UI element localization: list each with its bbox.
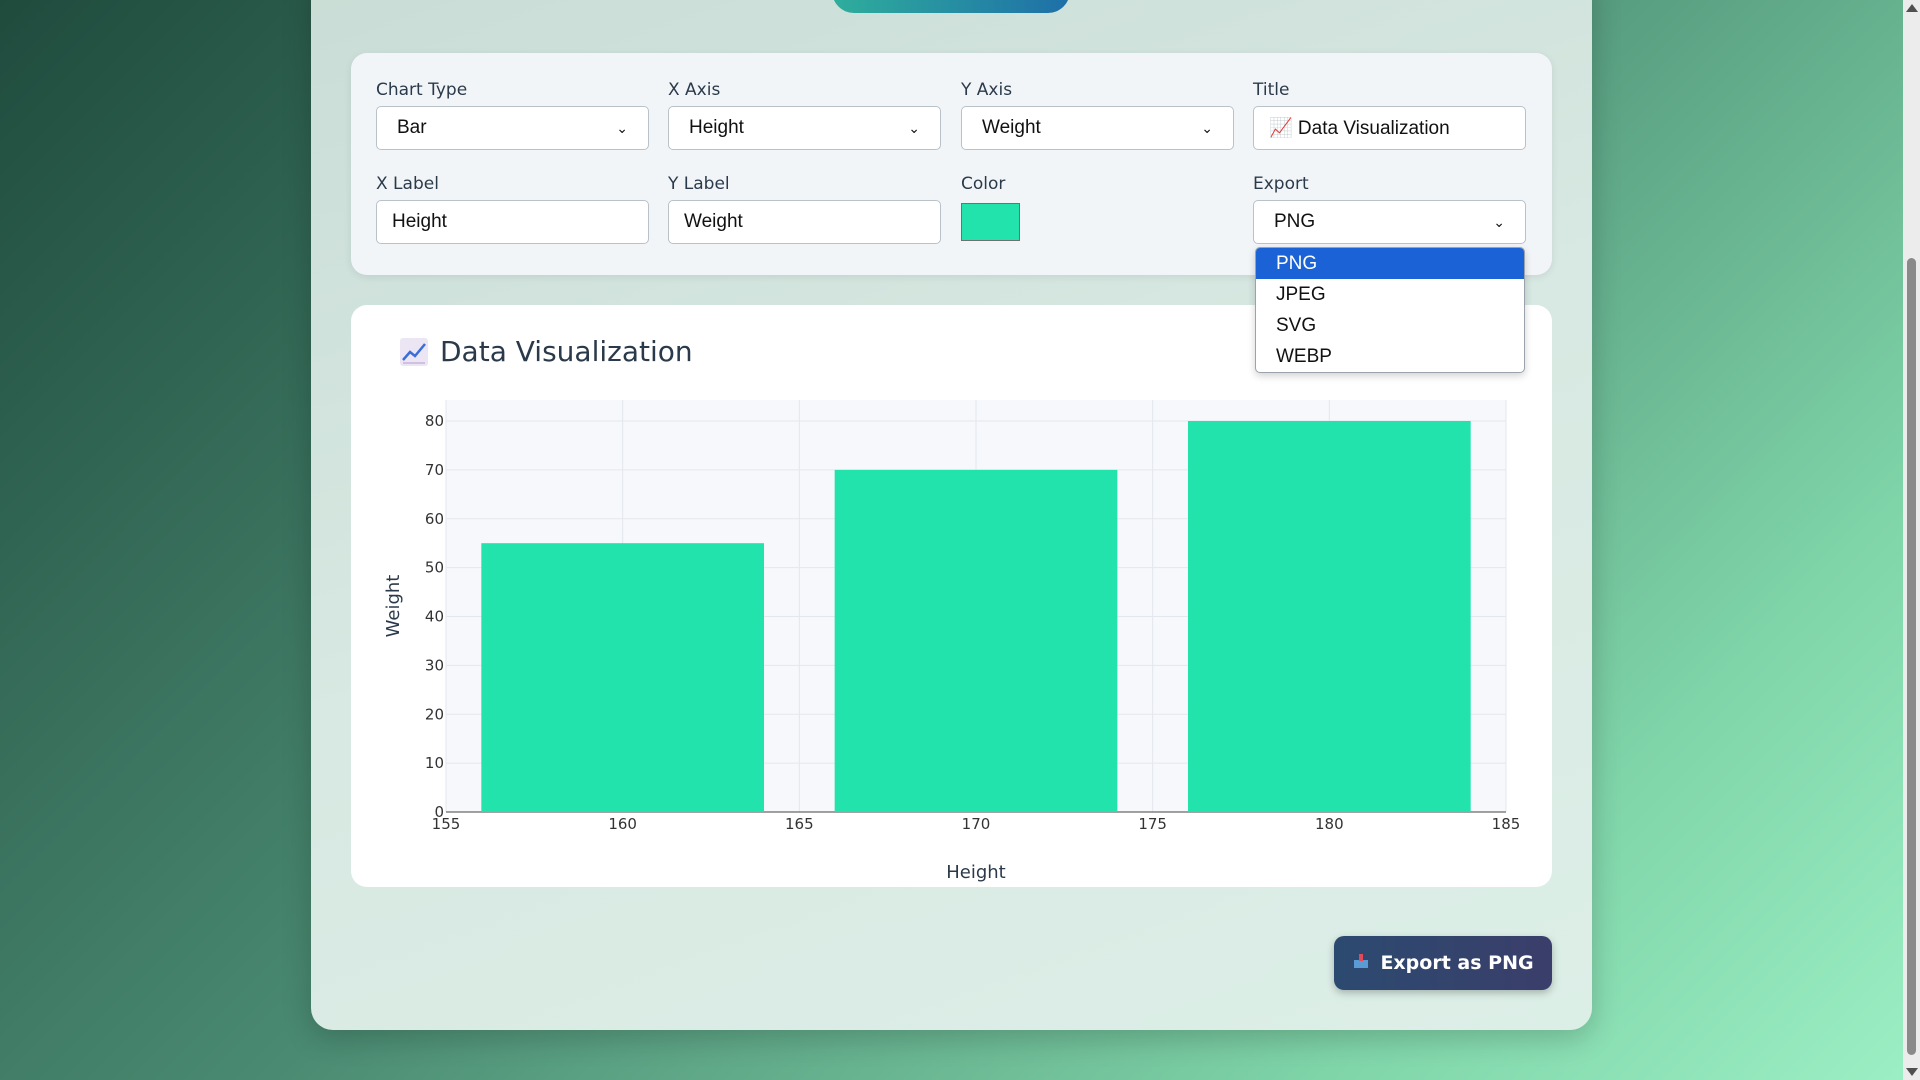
y-label-field: Y Label Weight	[668, 174, 941, 244]
chart-card	[351, 305, 1552, 887]
y-axis-select[interactable]: Weight ⌄	[961, 106, 1234, 150]
export-field: Export PNG ⌄	[1253, 174, 1526, 244]
chart-increasing-icon	[400, 337, 428, 366]
y-axis-field: Y Axis Weight ⌄	[961, 80, 1234, 150]
color-picker[interactable]	[961, 203, 1020, 241]
x-label-label: X Label	[376, 174, 439, 194]
x-label-input[interactable]: Height	[376, 200, 649, 244]
color-field: Color	[961, 174, 1020, 241]
export-button-label: Export as PNG	[1380, 952, 1534, 974]
export-option[interactable]: JPEG	[1276, 284, 1326, 305]
x-axis-value: Height	[689, 117, 744, 138]
color-label: Color	[961, 174, 1006, 194]
chevron-down-icon: ⌄	[1493, 213, 1505, 230]
chevron-down-icon: ⌄	[1201, 119, 1213, 136]
export-option[interactable]: SVG	[1276, 315, 1317, 336]
export-label: Export	[1253, 174, 1309, 194]
chart-type-field: Chart Type Bar ⌄	[376, 80, 649, 150]
y-label-input-value: Weight	[684, 211, 743, 232]
chart-title-text: Data Visualization	[440, 335, 693, 368]
scrollbar[interactable]	[1903, 0, 1920, 1080]
y-label-label: Y Label	[668, 174, 730, 194]
title-label: Title	[1253, 80, 1290, 100]
chart-title: Data Visualization	[400, 335, 693, 368]
y-axis-value: Weight	[982, 117, 1041, 138]
chart-type-select[interactable]: Bar ⌄	[376, 106, 649, 150]
export-select[interactable]: PNG ⌄	[1253, 200, 1526, 244]
chevron-down-icon: ⌄	[908, 119, 920, 136]
chart-type-label: Chart Type	[376, 80, 468, 100]
x-axis-select[interactable]: Height ⌄	[668, 106, 941, 150]
export-option[interactable]: PNG	[1256, 248, 1524, 279]
x-axis-field: X Axis Height ⌄	[668, 80, 941, 150]
scroll-down-arrow-icon[interactable]	[1906, 1068, 1918, 1076]
x-label-field: X Label Height	[376, 174, 649, 244]
x-axis-label: X Axis	[668, 80, 721, 100]
chart-type-value: Bar	[397, 117, 427, 138]
y-label-input[interactable]: Weight	[668, 200, 941, 244]
export-dropdown-menu: PNG JPEG SVG WEBP	[1255, 247, 1525, 373]
y-axis-label: Y Axis	[961, 80, 1013, 100]
export-value: PNG	[1274, 211, 1316, 232]
scrollbar-thumb[interactable]	[1907, 258, 1916, 1055]
export-button[interactable]: Export as PNG	[1334, 936, 1552, 990]
top-action-button[interactable]	[832, 0, 1070, 13]
export-option[interactable]: WEBP	[1276, 346, 1332, 367]
title-field: Title 📈 Data Visualization	[1253, 80, 1526, 150]
x-label-input-value: Height	[392, 211, 447, 232]
scroll-up-arrow-icon[interactable]	[1906, 4, 1918, 12]
chevron-down-icon: ⌄	[616, 119, 628, 136]
title-input-value: 📈 Data Visualization	[1269, 118, 1450, 139]
outbox-tray-icon	[1352, 952, 1370, 975]
title-input[interactable]: 📈 Data Visualization	[1253, 106, 1526, 150]
